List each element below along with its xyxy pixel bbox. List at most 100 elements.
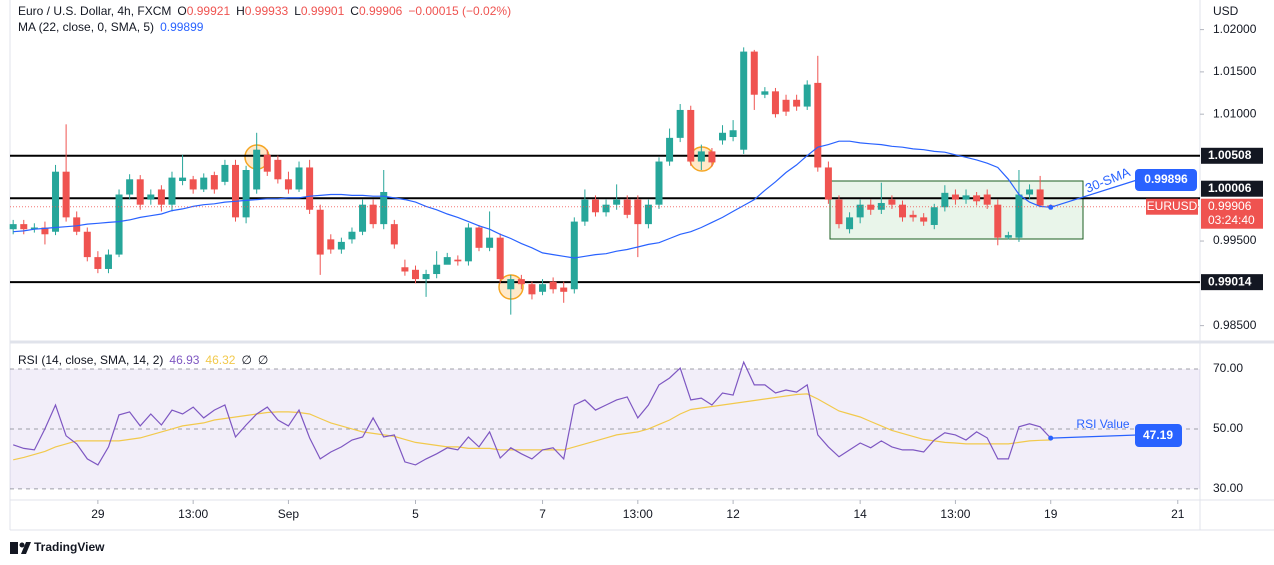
- candle-body: [390, 224, 398, 245]
- x-tick-label: 19: [1044, 507, 1058, 521]
- x-tick-label: 5: [412, 507, 419, 521]
- candle-body: [560, 287, 568, 292]
- annotation-arrow: [1050, 434, 1138, 439]
- candle-body: [676, 109, 684, 138]
- candle-body: [655, 161, 663, 205]
- x-tick-label: 29: [91, 507, 105, 521]
- level-label-box: [1201, 180, 1263, 197]
- candle-body: [867, 204, 875, 210]
- candle-body: [994, 204, 1002, 238]
- ticker-label-box: [1146, 198, 1198, 215]
- ohlc-prefix: L: [294, 4, 301, 18]
- candle-body: [147, 194, 155, 200]
- candle-body: [210, 175, 218, 190]
- candle-body: [454, 259, 462, 262]
- candle-body: [496, 237, 504, 280]
- range-box: [829, 180, 1084, 240]
- candle-body: [62, 171, 70, 218]
- change: −0.00015 (−0.02%): [408, 4, 512, 18]
- candle-body: [464, 227, 472, 262]
- candle-body: [232, 164, 240, 218]
- candle-body: [644, 204, 652, 225]
- candle-body: [284, 179, 292, 190]
- candle-body: [771, 91, 779, 115]
- candle-body: [687, 109, 695, 162]
- candle-body: [316, 209, 324, 255]
- candle-body: [1036, 189, 1044, 206]
- candle-body: [221, 164, 229, 182]
- x-tick-label: Sep: [278, 507, 300, 521]
- x-tick-label: 13:00: [940, 507, 970, 521]
- y-tick-label: 30.00: [1213, 481, 1243, 495]
- candle-body: [740, 51, 748, 150]
- candle-body: [782, 99, 790, 112]
- x-tick-label: 13:00: [178, 507, 208, 521]
- logo-shape: [19, 542, 25, 548]
- brand: TradingView: [34, 540, 105, 554]
- candle-body: [486, 237, 494, 248]
- ohlc-prefix: O: [177, 4, 187, 18]
- annotation-value: 0.99896: [1144, 172, 1188, 186]
- candle-body: [708, 151, 716, 163]
- candle-body: [9, 224, 17, 230]
- moving-average: [13, 140, 1051, 259]
- level-label: 1.00006: [1208, 181, 1252, 195]
- candle-body: [115, 194, 123, 255]
- candle-body: [856, 204, 864, 218]
- candle-body: [94, 257, 102, 269]
- candle-body: [1004, 235, 1012, 238]
- candle-body: [613, 199, 621, 205]
- candle-body: [200, 177, 208, 190]
- candle-body: [136, 179, 144, 205]
- candle-body: [380, 191, 388, 225]
- candle-body: [539, 284, 547, 292]
- rsi-line: [13, 393, 1051, 461]
- candle-body: [168, 177, 176, 205]
- level-label-box: [1201, 274, 1263, 291]
- x-tick-label: 14: [853, 507, 867, 521]
- candle-body: [983, 194, 991, 205]
- candle-body: [20, 224, 28, 230]
- y-tick-label: 70.00: [1213, 361, 1243, 375]
- candle-body: [369, 204, 377, 225]
- candle-body: [570, 221, 578, 290]
- candle-body: [528, 284, 536, 295]
- candle-body: [729, 130, 737, 138]
- candle-body: [517, 279, 525, 285]
- candle-body: [719, 132, 727, 141]
- legend-ma: MA (22, close, 0, SMA, 5) 0.99899: [18, 20, 209, 34]
- candle-body: [549, 281, 557, 290]
- logo-shape: [21, 542, 31, 554]
- candle-body: [337, 241, 345, 250]
- candle-body: [803, 84, 811, 107]
- legend-rsi: RSI (14, close, SMA, 14, 2) 46.93 46.32 ∅ ∅: [18, 353, 274, 367]
- price-label-box: [1201, 198, 1263, 229]
- candle-body: [41, 227, 49, 235]
- candle-body: [295, 167, 303, 190]
- candle-body: [930, 207, 938, 225]
- candle-body: [634, 199, 642, 225]
- candle-body: [793, 99, 801, 107]
- countdown: 03:24:40: [1208, 213, 1255, 227]
- price-label: 0.99906: [1208, 199, 1252, 213]
- candle-body: [401, 267, 409, 272]
- y-tick-label: 50.00: [1213, 421, 1243, 435]
- candle-body: [30, 227, 38, 230]
- annotation-box: [1135, 424, 1182, 447]
- y-tick-label: 0.99500: [1213, 233, 1257, 247]
- candle-body: [475, 227, 483, 248]
- axis-unit: USD: [1213, 4, 1239, 18]
- candle-body: [157, 189, 165, 205]
- y-tick-label: 1.01500: [1213, 64, 1257, 78]
- x-tick-label: 13:00: [623, 507, 653, 521]
- flag: ∅: [241, 353, 252, 367]
- rsi-line: [13, 360, 1052, 466]
- candle-body: [973, 195, 981, 202]
- candle-body: [126, 179, 134, 195]
- candle-body: [951, 194, 959, 200]
- symbol: Euro / U.S. Dollar, 4h, FXCM: [18, 4, 172, 18]
- indicator-value: 46.32: [205, 353, 236, 367]
- candle-body: [877, 202, 885, 210]
- annotation-value: 47.19: [1143, 428, 1173, 442]
